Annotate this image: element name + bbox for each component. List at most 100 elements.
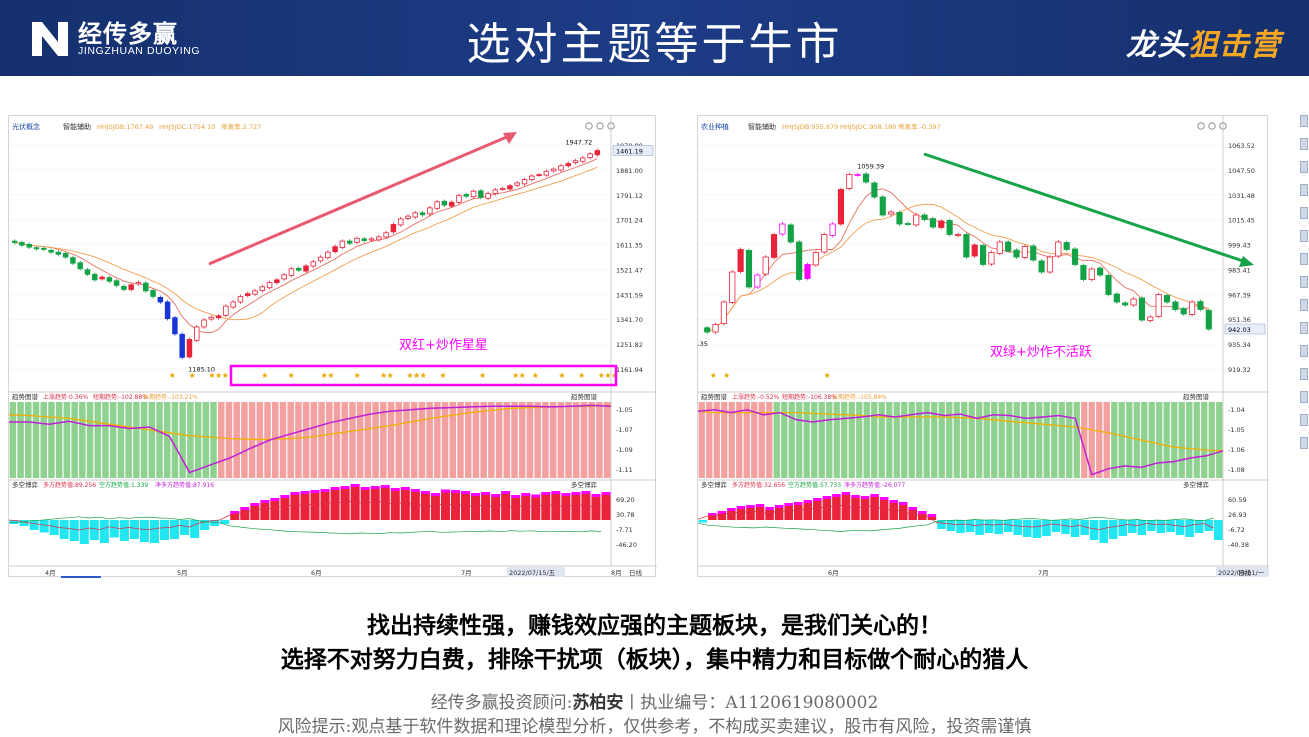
candle-body — [1055, 241, 1062, 257]
chart-mode: 智能辅助 — [748, 122, 776, 131]
duokong-bar-pos — [450, 493, 460, 520]
strip-item[interactable] — [1300, 230, 1308, 242]
trend-zone-bar — [48, 402, 55, 478]
ma-long-line — [14, 166, 598, 321]
trend-zone-bar — [495, 402, 503, 478]
trend-zone-bar — [333, 402, 341, 478]
duokong-bar-neg — [956, 520, 965, 533]
duokong-bar-neg — [59, 520, 69, 539]
duokong-bar-pos — [531, 497, 541, 520]
price-tick-label: 1881.00 — [616, 167, 643, 175]
trend-zone-bar — [833, 402, 840, 478]
strip-item[interactable] — [1300, 368, 1308, 380]
candle-body — [230, 301, 236, 308]
duokong-bar-cap — [851, 495, 860, 498]
candle-body — [812, 252, 819, 266]
trend-zone-bar — [426, 402, 433, 478]
duokong-bar-cap — [860, 496, 870, 499]
candle-body — [339, 240, 346, 248]
uptrend-arrow — [208, 134, 510, 266]
strip-item[interactable] — [1300, 322, 1308, 334]
candle-body — [26, 243, 32, 248]
duokong-bar-cap — [803, 500, 813, 503]
candle-body — [572, 160, 579, 164]
low-marker-label: 1185.10 — [188, 365, 215, 373]
strip-item[interactable] — [1300, 345, 1308, 357]
duokong-bar-cap — [793, 502, 803, 505]
candle-body — [854, 174, 861, 176]
candle-body — [463, 194, 469, 197]
candle-body — [565, 163, 571, 167]
duokong-bar-neg — [1194, 520, 1204, 533]
logo-english: JINGZHUAN DUOYING — [78, 45, 201, 57]
candle-body — [1038, 260, 1045, 273]
trend-zone-bar — [125, 402, 132, 478]
duokong-bar-neg — [9, 520, 19, 524]
duokong-tick-label: -6.72 — [1228, 526, 1245, 534]
candle-body — [963, 234, 970, 258]
candle-body — [1138, 297, 1146, 321]
candle-body — [929, 218, 936, 228]
candle-body — [558, 165, 564, 171]
trend-zone-bar — [931, 402, 938, 478]
strip-item[interactable] — [1300, 161, 1308, 173]
trend-zone-bar — [364, 402, 372, 478]
duokong-bar-pos — [784, 506, 793, 520]
candle-body — [770, 234, 778, 258]
trend-zone-bar — [983, 402, 990, 478]
duokong-bar-neg — [1061, 520, 1070, 534]
duokong-bar-cap — [491, 494, 501, 497]
duokong-bar-cap — [561, 493, 571, 496]
candle-body — [980, 245, 987, 265]
candle-body — [754, 274, 761, 288]
strip-item[interactable] — [1300, 115, 1308, 127]
indicator-tick-label: -1.05 — [1228, 426, 1245, 434]
indicator-tick-label: -1.09 — [616, 446, 633, 454]
price-tick-label: 1047.50 — [1228, 167, 1255, 175]
duokong-bar-neg — [965, 520, 975, 532]
trend-zone-bar — [503, 402, 511, 478]
chart-ind3: 乖离率:-0.397 — [898, 122, 941, 131]
duokong-tick-label: 26.93 — [1228, 511, 1247, 519]
trend-zone-bar — [818, 402, 825, 478]
ma-short-line — [707, 188, 1210, 333]
strip-item[interactable] — [1300, 138, 1308, 150]
duokong-bar-pos — [370, 489, 380, 520]
duokong-bar-cap — [320, 489, 330, 492]
duokong-bar-pos — [461, 494, 471, 520]
candle-body — [1163, 295, 1171, 303]
trend-zone-bar — [32, 402, 40, 478]
strip-item[interactable] — [1300, 276, 1308, 288]
duokong-bar-cap — [717, 511, 727, 514]
strip-item[interactable] — [1300, 184, 1308, 196]
strip-item[interactable] — [1300, 414, 1308, 426]
price-tick-label: 935.34 — [1228, 341, 1251, 349]
trend-zone-bar — [109, 402, 117, 478]
candle-body — [48, 249, 54, 253]
uptrend-arrowhead — [503, 132, 517, 144]
high-marker-label: 1947.72 — [565, 139, 592, 147]
strip-item[interactable] — [1300, 299, 1308, 311]
trend-zone-bar — [856, 402, 863, 478]
duokong-bar-cap — [370, 486, 380, 489]
duokong-bar-neg — [170, 520, 180, 539]
duokong-bar-neg — [1023, 520, 1032, 537]
side-scroll-strip[interactable] — [1300, 115, 1309, 475]
candle-body — [704, 327, 711, 333]
candle-body — [478, 190, 484, 198]
price-tick-label: 983.41 — [1228, 266, 1251, 274]
strip-item[interactable] — [1300, 391, 1308, 403]
date-highlight — [507, 567, 565, 577]
duokong-bar-cap — [440, 489, 450, 493]
short-trend-line — [698, 409, 1224, 476]
candle-body — [1205, 310, 1212, 330]
strip-item[interactable] — [1300, 253, 1308, 265]
trend-zone-bar — [728, 402, 735, 478]
trend-zone-bar — [418, 402, 426, 478]
strip-item[interactable] — [1300, 437, 1308, 449]
strip-item[interactable] — [1300, 207, 1308, 219]
duokong-bar-pos — [430, 496, 440, 520]
trend-zone-bar — [961, 402, 968, 478]
duokong-bar-cap — [927, 514, 937, 517]
candle-body — [921, 214, 928, 220]
